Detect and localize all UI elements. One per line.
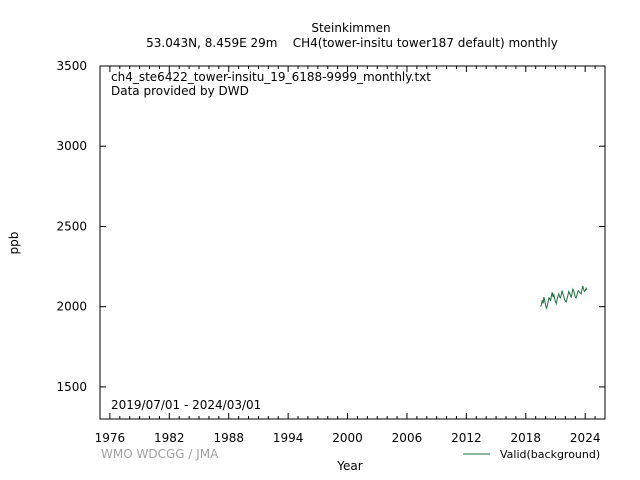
y-axis: 1500 2000 2500 3000 3500 [56, 59, 605, 394]
x-tick-label: 2012 [451, 431, 482, 445]
y-tick-label: 3000 [56, 139, 87, 153]
chart-title: Steinkimmen [311, 21, 391, 35]
chart-subtitle: 53.043N, 8.459E 29m CH4(tower-insitu tow… [146, 36, 558, 50]
x-tick-label: 1988 [213, 431, 244, 445]
x-axis-label: Year [336, 459, 362, 473]
series-layer [540, 285, 588, 311]
x-tick-label: 2006 [392, 431, 423, 445]
y-axis-label: ppb [7, 232, 21, 255]
x-tick-label: 2018 [511, 431, 542, 445]
legend-label: Valid(background) [500, 448, 600, 461]
file-name-label: ch4_ste6422_tower-insitu_19_6188-9999_mo… [111, 70, 431, 84]
credit-label: WMO WDCGG / JMA [101, 447, 219, 461]
x-tick-label: 1994 [273, 431, 304, 445]
x-tick-label: 1982 [154, 431, 185, 445]
y-tick-label: 2000 [56, 300, 87, 314]
provider-label: Data provided by DWD [111, 84, 249, 98]
y-tick-label: 2500 [56, 219, 87, 233]
y-tick-label: 3500 [56, 59, 87, 73]
x-axis: 1976 1982 1988 1994 2000 2006 2012 2018 2024 [95, 66, 606, 445]
x-tick-label: 2024 [570, 431, 601, 445]
x-tick-label: 2000 [332, 431, 363, 445]
x-tick-label: 1976 [95, 431, 126, 445]
plot-frame [99, 65, 606, 420]
y-tick-label: 1500 [56, 380, 87, 394]
series-line-valid-background [540, 285, 588, 311]
date-range-label: 2019/07/01 - 2024/03/01 [111, 398, 262, 412]
